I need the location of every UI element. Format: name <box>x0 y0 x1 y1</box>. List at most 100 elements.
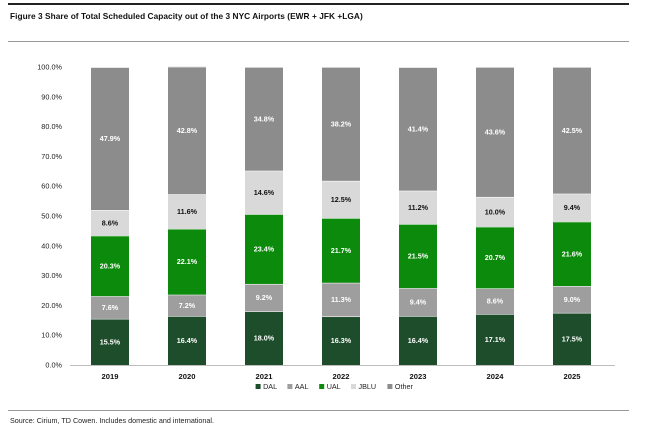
data-label: 16.4% <box>177 336 198 345</box>
data-label: 9.2% <box>256 293 273 302</box>
bar-segment-other <box>168 66 206 195</box>
segment-separator <box>168 66 206 68</box>
data-label: 8.6% <box>102 218 119 227</box>
source-divider <box>8 410 629 411</box>
y-tick-label: 90.0% <box>41 92 62 101</box>
bar-segment-other <box>476 67 514 197</box>
y-tick-label: 0.0% <box>45 361 62 370</box>
bar-segment-aal <box>553 286 591 313</box>
data-label: 23.4% <box>254 245 275 254</box>
bar-segment-ual <box>168 228 206 295</box>
data-label: 9.4% <box>410 298 427 307</box>
segment-separator <box>553 286 591 287</box>
data-label: 14.6% <box>254 188 275 197</box>
x-tick-label: 2024 <box>487 372 505 381</box>
legend-label: Other <box>395 382 414 391</box>
x-tick-label: 2021 <box>256 372 274 381</box>
y-tick-label: 30.0% <box>41 271 62 280</box>
bar-segment-dal <box>322 316 360 365</box>
segment-separator <box>399 288 437 289</box>
data-label: 7.2% <box>179 301 196 310</box>
data-label: 9.4% <box>564 203 581 212</box>
segment-separator <box>91 210 129 211</box>
data-label: 10.0% <box>485 207 506 216</box>
bar-segment-ual <box>245 214 283 284</box>
segment-separator <box>245 170 283 172</box>
bar-segment-jblu <box>399 190 437 225</box>
data-label: 43.6% <box>485 127 506 136</box>
segment-separator <box>322 218 360 219</box>
x-tick-label: 2020 <box>179 372 196 381</box>
legend-label: JBLU <box>359 382 377 391</box>
bar-segment-other <box>322 67 360 181</box>
bar-segment-jblu <box>168 194 206 229</box>
bar-segment-dal <box>245 311 283 365</box>
data-label: 11.6% <box>177 207 198 216</box>
segment-separator <box>553 312 591 314</box>
bar-segment-aal <box>322 282 360 317</box>
segment-separator <box>476 67 514 68</box>
data-label: 42.8% <box>177 126 198 135</box>
data-label: 11.2% <box>408 203 429 212</box>
bar-segment-other <box>553 67 591 194</box>
bar-segment-other <box>399 67 437 191</box>
bar-segment-ual <box>399 224 437 289</box>
y-tick-label: 70.0% <box>41 152 62 161</box>
segment-separator <box>553 67 591 68</box>
data-label: 17.5% <box>562 334 583 343</box>
data-label: 38.2% <box>331 119 352 128</box>
data-label: 21.7% <box>331 246 352 255</box>
y-tick-label: 10.0% <box>41 331 62 340</box>
x-tick-label: 2019 <box>102 372 119 381</box>
segment-separator <box>245 311 283 312</box>
segment-separator <box>476 288 514 290</box>
legend-swatch-other <box>387 384 393 389</box>
y-tick-label: 80.0% <box>41 122 62 131</box>
segment-separator <box>399 316 437 317</box>
segment-separator <box>476 226 514 228</box>
data-label: 16.3% <box>331 336 352 345</box>
segment-separator <box>91 235 129 237</box>
data-label: 22.1% <box>177 257 198 266</box>
bar-segment-jblu <box>91 210 129 236</box>
legend-label: DAL <box>263 382 277 391</box>
bar-segment-aal <box>168 294 206 317</box>
title-divider <box>8 41 629 42</box>
data-label: 21.5% <box>408 252 429 261</box>
bar-segment-dal <box>553 312 591 365</box>
legend-swatch-ual <box>319 384 325 389</box>
y-tick-label: 20.0% <box>41 301 62 310</box>
data-label: 11.3% <box>331 295 352 304</box>
legend-label: AAL <box>295 382 309 391</box>
data-label: 7.6% <box>102 303 119 312</box>
x-tick-label: 2023 <box>410 372 427 381</box>
bar-segment-jblu <box>322 180 360 219</box>
bar-segment-dal <box>476 314 514 365</box>
y-tick-label: 60.0% <box>41 182 62 191</box>
segment-separator <box>322 67 360 68</box>
legend-swatch-dal <box>255 384 261 389</box>
data-label: 18.0% <box>254 334 275 343</box>
bar-segment-ual <box>91 235 129 297</box>
segment-separator <box>245 283 283 285</box>
x-tick-label: 2025 <box>564 372 582 381</box>
bar-segment-dal <box>168 316 206 365</box>
segment-separator <box>91 296 129 297</box>
data-label: 8.6% <box>487 297 504 306</box>
data-label: 47.9% <box>100 134 121 143</box>
segment-separator <box>399 224 437 225</box>
bar-segment-ual <box>476 226 514 289</box>
segment-separator <box>399 67 437 68</box>
bar-segment-other <box>91 67 129 211</box>
segment-separator <box>322 282 360 284</box>
segment-separator <box>168 228 206 230</box>
segment-separator <box>245 214 283 215</box>
segment-separator <box>168 316 206 317</box>
y-tick-label: 100.0% <box>37 63 62 72</box>
segment-separator <box>168 294 206 296</box>
data-label: 42.5% <box>562 126 583 135</box>
segment-separator <box>322 316 360 318</box>
bar-segment-jblu <box>553 193 591 222</box>
y-tick-label: 50.0% <box>41 212 62 221</box>
